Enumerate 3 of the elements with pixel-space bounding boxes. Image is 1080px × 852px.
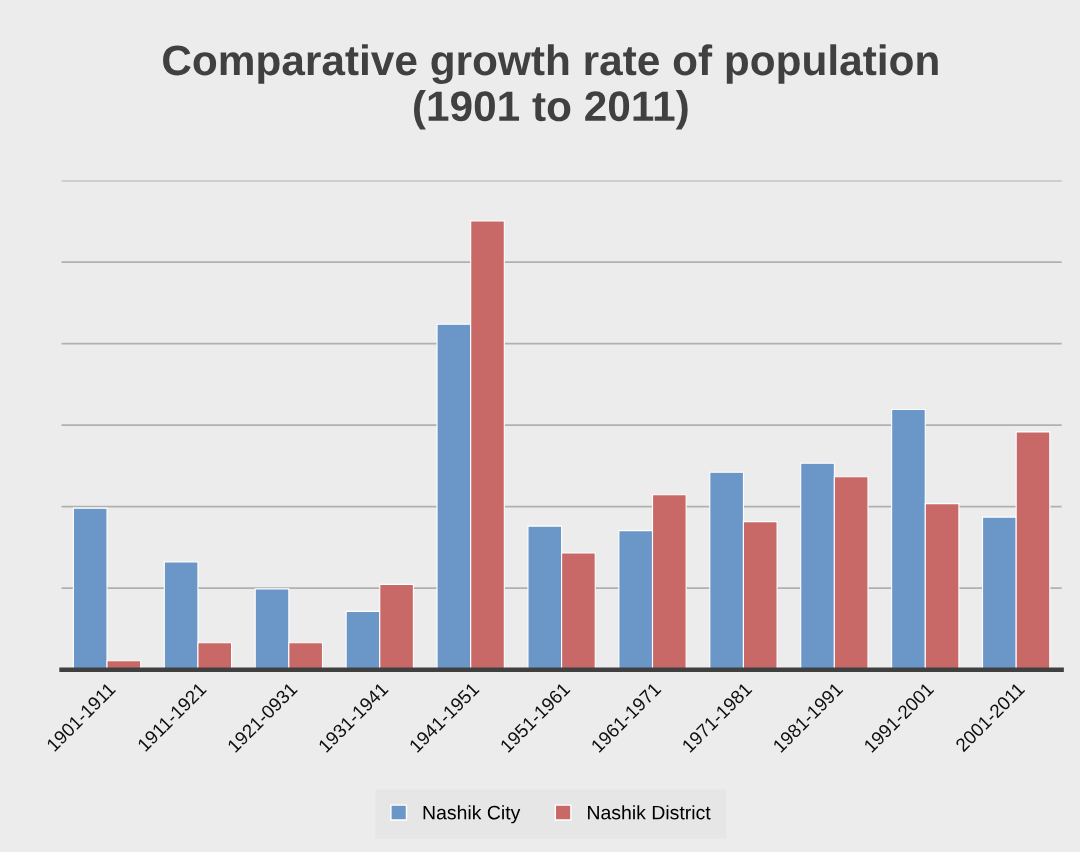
legend-label: Nashik District [588,805,711,820]
legend-label: Nashik City [423,805,521,824]
chart-title: Comparative growth rate of population (1901 to 2011) [163,44,938,130]
